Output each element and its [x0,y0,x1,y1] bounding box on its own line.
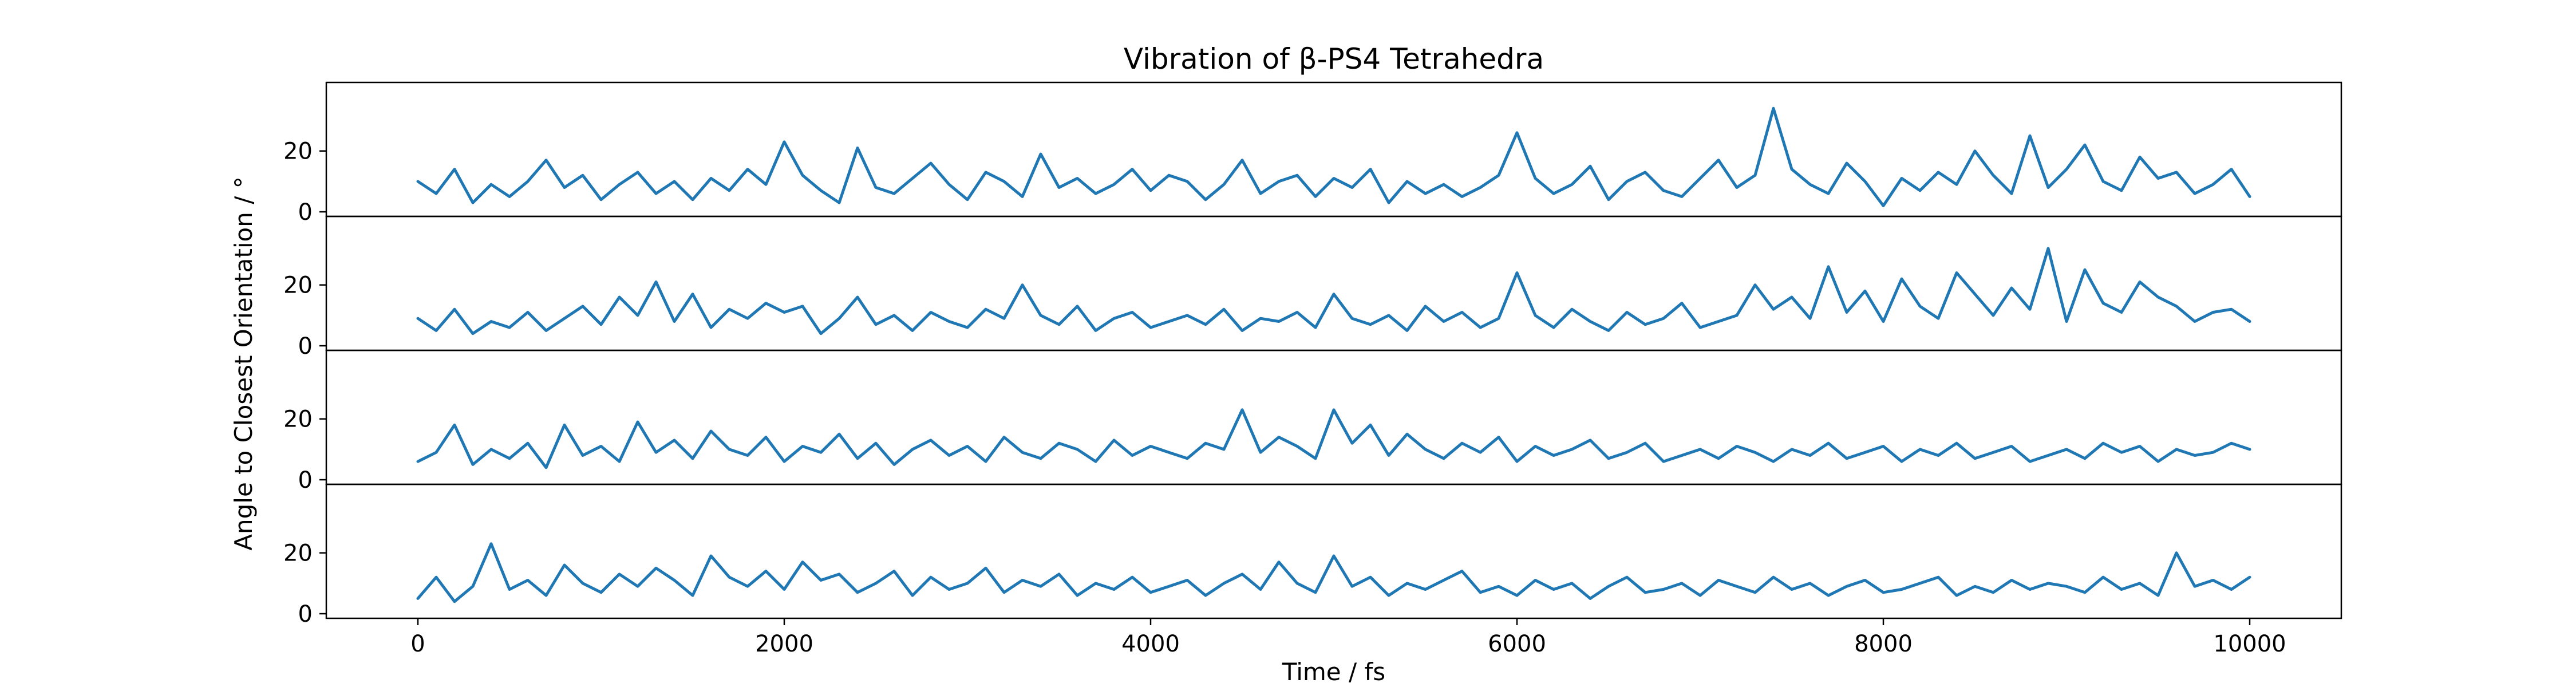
y-axis-label: Angle to Closest Orientation / ° [230,176,258,550]
panel-frame-4 [325,483,2342,619]
series-line-panel-3 [416,408,2251,469]
y-tick-label-panel-2: 20 [283,273,313,299]
panel-2: 0 20 [283,215,2342,360]
panel-frame-1 [325,81,2342,218]
y-tick-label-panel-3: 0 [298,467,313,493]
panel-4: 0 20 [283,483,2342,627]
x-tick-label: 4000 [1121,631,1180,657]
panel-1: 0 20 [283,81,2342,226]
y-tick-label-panel-4: 0 [298,601,313,627]
panel-3: 0 20 [283,349,2342,493]
x-tick-label: 8000 [1854,631,1913,657]
chart-title: Vibration of β-PS4 Tetrahedra [1124,42,1544,76]
x-tick-label: 2000 [755,631,813,657]
y-tick-label-panel-3: 20 [283,406,313,433]
series-line-panel-1 [416,106,2251,207]
x-tick-label: 10000 [2213,631,2286,657]
series-line-panel-4 [416,542,2251,603]
y-tick-label-panel-2: 0 [298,333,313,360]
x-axis-label: Time / fs [1282,658,1385,686]
y-tick-label-panel-1: 20 [283,139,313,165]
y-tick-label-panel-1: 0 [298,199,313,226]
x-axis: 0 2000 4000 6000 8000 10000 [410,618,2286,657]
panels-layer: 0 20 0 20 0 20 0 20 [283,81,2342,627]
panel-frame-3 [325,349,2342,485]
y-tick-label-panel-4: 20 [283,540,313,567]
x-tick-label: 0 [410,631,425,657]
x-tick-label: 6000 [1488,631,1546,657]
series-line-panel-2 [416,247,2251,335]
